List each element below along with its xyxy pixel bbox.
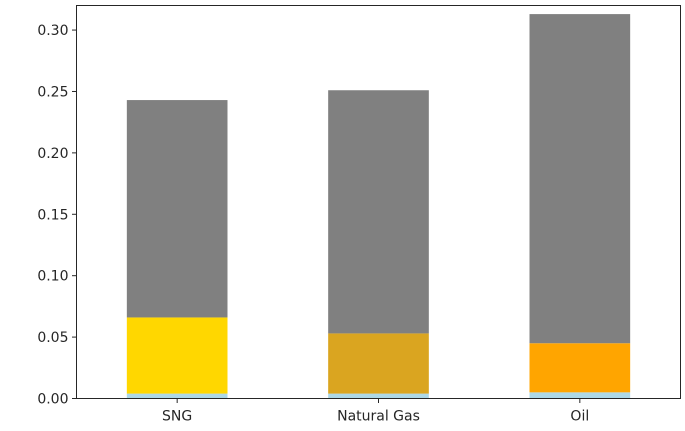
bar-segment-natural-gas-2 [328,90,429,334]
y-tick-label: 0.30 [37,23,68,39]
y-tick-label: 0.25 [37,84,68,100]
bar-segment-natural-gas-1 [328,333,429,394]
y-tick-label: 0.20 [37,146,68,162]
bar-segment-oil-0 [529,392,631,399]
y-tick-label: 0.00 [37,392,68,408]
y-tick-label: 0.15 [37,207,68,223]
x-axis: SNG Natural Gas Oil [162,398,589,425]
x-tick-label: SNG [162,409,192,425]
x-tick-label: Oil [570,409,589,425]
y-tick-label: 0.10 [37,269,68,285]
y-axis: 0.00 0.05 0.10 0.15 0.20 0.25 0.30 [37,23,77,408]
x-tick-label: Natural Gas [337,409,420,425]
bars-layer [126,14,631,399]
bar-segment-sng-1 [126,317,228,394]
bar-segment-oil-2 [529,14,631,344]
bar-segment-sng-0 [126,393,228,399]
plot-frame [76,5,681,399]
bar-segment-sng-2 [126,100,228,318]
bar-segment-oil-1 [529,343,631,393]
bar-segment-natural-gas-0 [328,393,429,399]
y-tick-label: 0.05 [37,330,68,346]
